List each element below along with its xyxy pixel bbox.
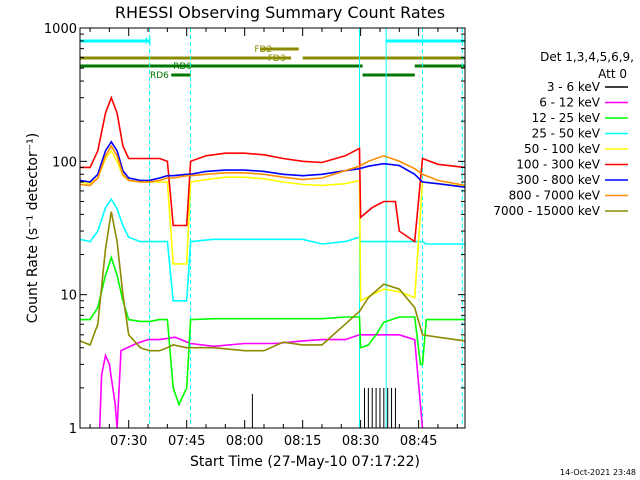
legend-label-7000-15000-kev: 7000 - 15000 keV [493, 204, 600, 218]
flag-label-n: N [145, 37, 152, 47]
plot-frame [79, 27, 466, 429]
flag-label-fd3: FD3 [268, 54, 286, 64]
series-line-12-25-kev [80, 254, 465, 407]
y-axis: 1 10 100 1000 [44, 22, 465, 437]
x-tick-label-30: 07:30 [110, 434, 147, 449]
legend-title-line-2: Att 0 [598, 67, 627, 81]
y-tick-label-10: 10 [60, 289, 77, 304]
legend-label-800-7000-kev: 800 - 7000 keV [509, 189, 601, 203]
legend: Det 1,3,4,5,6,9, Att 0 3 - 6 keV 6 - 12 k… [493, 50, 634, 218]
y-tick-label-1: 1 [69, 422, 77, 437]
legend-label-50-100-kev: 50 - 100 keV [524, 142, 601, 156]
footer-date: 14-Oct-2021 23:48 [560, 468, 636, 477]
series-lines [79, 95, 466, 429]
x-tick-label-90: 08:30 [342, 434, 379, 449]
y-tick-label-1000: 1000 [44, 22, 77, 37]
y-axis-label: Count Rate (s⁻¹ detector⁻¹) [25, 133, 41, 323]
legend-label-100-300-kev: 100 - 300 keV [516, 158, 600, 172]
y-tick-label-100: 100 [52, 155, 77, 170]
series-line-100-300-kev [80, 95, 466, 244]
series-line-25-50-kev [79, 197, 465, 302]
series-line-50-100-kev [79, 149, 466, 303]
legend-label-300-800-kev: 300 - 800 keV [516, 173, 600, 187]
flag-label-rd6: RD6 [150, 71, 169, 81]
flag-label-rd0: RD0 [173, 62, 192, 72]
x-tick-label-105: 08:45 [400, 434, 437, 449]
legend-label-6-12-kev: 6 - 12 keV [539, 96, 601, 110]
legend-label-25-50-kev: 25 - 50 keV [532, 127, 601, 141]
series-line-6-12-kev [98, 333, 424, 429]
x-tick-label-60: 08:00 [226, 434, 263, 449]
series-line-300-800-kev [79, 140, 466, 188]
legend-label-12-25-kev: 12 - 25 keV [532, 111, 601, 125]
series-line-7000-15000-kev [79, 211, 466, 352]
x-axis-label: Start Time (27-May-10 07:17:22) [190, 454, 420, 470]
x-tick-label-45: 07:45 [168, 434, 205, 449]
series-line-800-7000-kev [79, 144, 466, 187]
legend-title-line-1: Det 1,3,4,5,6,9, [540, 50, 634, 64]
flag-label-fd2: FD2 [254, 45, 272, 55]
x-tick-label-75: 08:15 [284, 434, 321, 449]
x-axis: 07:30 07:45 08:00 08:15 08:30 08:45 [89, 28, 458, 449]
legend-label-3-6-kev: 3 - 6 keV [547, 80, 601, 94]
chart-title: RHESSI Observing Summary Count Rates [115, 3, 445, 22]
